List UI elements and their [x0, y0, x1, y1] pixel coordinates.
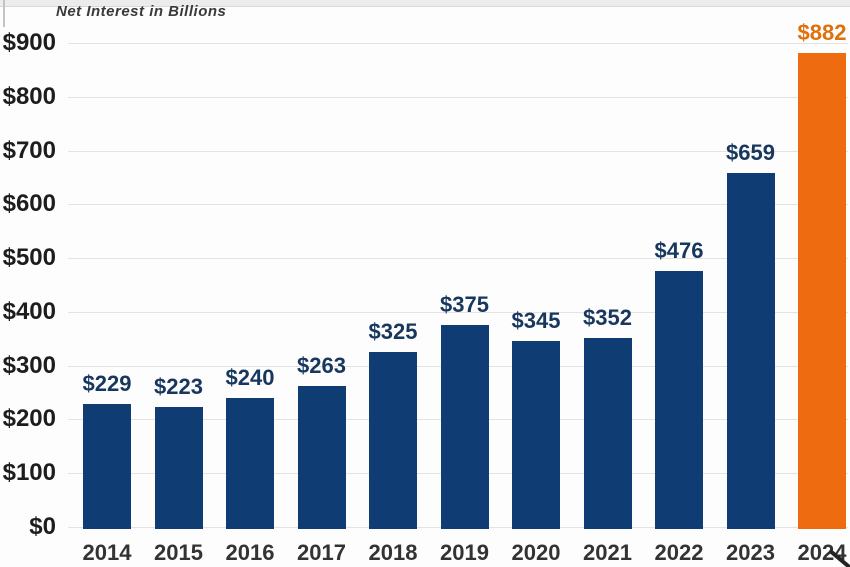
- x-axis-label-2014: 2014: [82, 540, 132, 565]
- bar-2014: [83, 403, 131, 529]
- y-axis-label-100: $100: [2, 459, 56, 486]
- y-axis-label-600: $600: [2, 190, 56, 217]
- x-axis-label-2024: 2024: [797, 540, 847, 565]
- y-axis-label-500: $500: [2, 244, 56, 271]
- y-axis-label-400: $400: [2, 298, 56, 325]
- x-axis-label-2019: 2019: [440, 540, 489, 565]
- value-label-2015: $223: [154, 374, 203, 400]
- y-axis-label-700: $700: [2, 137, 56, 164]
- bar-2019: [440, 325, 489, 529]
- value-label-2022: $476: [654, 238, 704, 264]
- y-axis-label-800: $800: [2, 83, 56, 110]
- y-axis-label-0: $0: [29, 513, 56, 540]
- value-label-2019: $375: [440, 292, 489, 318]
- gridline-900: [68, 43, 848, 44]
- value-label-2021: $352: [583, 304, 632, 330]
- x-axis-label-2022: 2022: [654, 540, 704, 565]
- x-axis-label-2020: 2020: [511, 540, 561, 565]
- gridline-700: [68, 151, 848, 152]
- y-axis-label-300: $300: [2, 352, 56, 379]
- gridline-400: [68, 312, 848, 313]
- x-axis-label-2021: 2021: [583, 540, 632, 565]
- bar-2018: [369, 352, 417, 529]
- gridline-600: [68, 204, 848, 205]
- x-axis-label-2023: 2023: [726, 540, 775, 565]
- y-axis-label-900: $900: [2, 29, 56, 56]
- bar-2023: [726, 172, 775, 529]
- value-label-2024: $882: [797, 19, 847, 45]
- y-axis-label-200: $200: [2, 405, 56, 432]
- bar-2020: [512, 341, 560, 529]
- x-axis-label-2016: 2016: [225, 540, 275, 565]
- x-axis-label-2018: 2018: [368, 540, 418, 565]
- x-axis-label-2017: 2017: [297, 540, 346, 565]
- value-label-2020: $345: [511, 308, 561, 334]
- gridline-500: [68, 258, 848, 259]
- bar-2021: [583, 337, 632, 529]
- top-left-cell-border: [3, 0, 5, 27]
- bar-2015: [154, 407, 203, 529]
- value-label-2023: $659: [726, 139, 775, 165]
- gridline-800: [68, 97, 848, 98]
- value-label-2018: $325: [368, 319, 418, 345]
- value-label-2016: $240: [225, 364, 275, 390]
- bar-2016: [226, 397, 274, 529]
- x-axis-label-2015: 2015: [154, 540, 203, 565]
- value-label-2017: $263: [297, 352, 346, 378]
- bar-2024: [798, 52, 846, 529]
- chart-title: Net Interest in Billions: [56, 3, 227, 20]
- top-border-band: [0, 0, 850, 7]
- bar-2017: [297, 385, 346, 529]
- bar-2022: [655, 271, 703, 529]
- value-label-2014: $229: [82, 370, 132, 396]
